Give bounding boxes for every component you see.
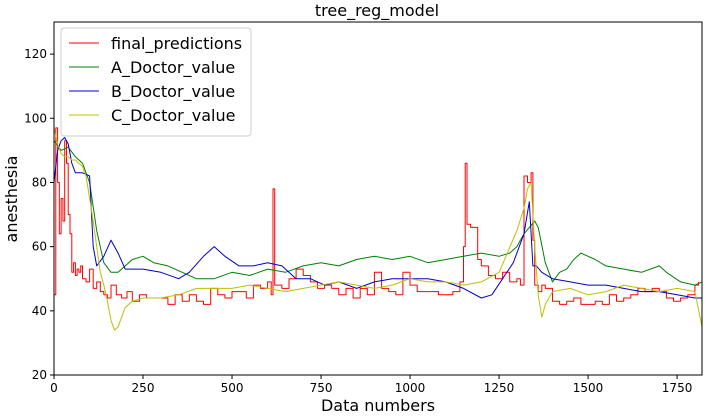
legend-label: C_Doctor_value xyxy=(111,106,235,126)
y-tick-label: 80 xyxy=(32,175,47,189)
x-axis: 0 250 500 750 1000 1250 1500 1750 xyxy=(50,375,692,395)
y-tick-label: 40 xyxy=(32,304,47,318)
legend-box xyxy=(60,27,252,137)
x-tick-label: 750 xyxy=(310,381,333,395)
legend-label: final_predictions xyxy=(111,34,242,54)
x-tick-label: 0 xyxy=(50,381,58,395)
series-line-a-doctor-value xyxy=(54,140,702,286)
x-tick-label: 1250 xyxy=(484,381,515,395)
legend-label: B_Doctor_value xyxy=(111,82,235,102)
x-axis-label: Data numbers xyxy=(321,396,435,415)
x-tick-label: 1000 xyxy=(395,381,426,395)
x-tick-label: 500 xyxy=(221,381,244,395)
chart-title: tree_reg_model xyxy=(315,1,439,21)
y-tick-label: 20 xyxy=(32,368,47,382)
series-line-c-doctor-value xyxy=(54,127,702,331)
legend: final_predictions A_Doctor_value B_Doctor_… xyxy=(60,27,252,137)
x-tick-label: 1750 xyxy=(662,381,693,395)
series-line-final-predictions xyxy=(54,127,699,305)
y-tick-label: 60 xyxy=(32,240,47,254)
legend-label: A_Doctor_value xyxy=(111,58,235,78)
x-tick-label: 250 xyxy=(132,381,155,395)
y-tick-label: 120 xyxy=(24,47,47,61)
y-tick-label: 100 xyxy=(24,111,47,125)
plot-frame xyxy=(53,21,703,376)
x-tick-label: 1500 xyxy=(573,381,604,395)
y-axis-label: anesthesia xyxy=(2,156,21,243)
series-layer xyxy=(54,127,702,331)
series-line-b-doctor-value xyxy=(54,137,702,299)
y-axis: 20 40 60 80 100 120 xyxy=(24,47,54,382)
